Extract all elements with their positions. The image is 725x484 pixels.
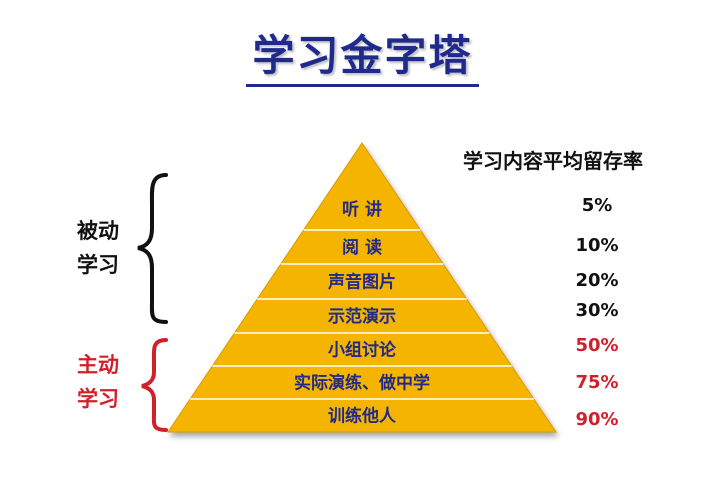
pyramid-level-label: 听 讲 bbox=[342, 199, 382, 220]
active-brace bbox=[141, 338, 168, 432]
pyramid-level-label: 示范演示 bbox=[328, 306, 396, 327]
retention-rate-value: 50% bbox=[575, 335, 619, 356]
passive-label-line2: 学习 bbox=[77, 253, 119, 277]
pyramid-level-label: 训练他人 bbox=[328, 406, 397, 427]
page-title: 学习金字塔 bbox=[0, 22, 725, 87]
passive-learning-label: 被动 学习 bbox=[68, 214, 128, 282]
retention-rate-value: 10% bbox=[575, 235, 619, 256]
passive-label-line1: 被动 bbox=[77, 219, 119, 243]
retention-rate-value: 30% bbox=[575, 300, 619, 321]
pyramid-level-label: 实际演练、做中学 bbox=[294, 373, 430, 394]
retention-rate-header: 学习内容平均留存率 bbox=[463, 149, 643, 173]
pyramid-body bbox=[167, 142, 557, 433]
retention-rate-value: 20% bbox=[575, 270, 619, 291]
retention-rate-value: 75% bbox=[575, 372, 619, 393]
pyramid-level-label: 小组讨论 bbox=[328, 340, 397, 361]
retention-rate-value: 90% bbox=[575, 409, 619, 430]
pyramid-level-label: 阅 读 bbox=[342, 237, 382, 258]
active-label-line2: 学习 bbox=[77, 387, 119, 411]
active-label-line1: 主动 bbox=[77, 353, 119, 377]
active-learning-label: 主动 学习 bbox=[68, 348, 128, 416]
retention-rate-value: 5% bbox=[581, 195, 613, 216]
pyramid-level-label: 声音图片 bbox=[327, 272, 396, 293]
title-text: 学习金字塔 bbox=[246, 31, 479, 87]
passive-brace bbox=[137, 173, 168, 324]
